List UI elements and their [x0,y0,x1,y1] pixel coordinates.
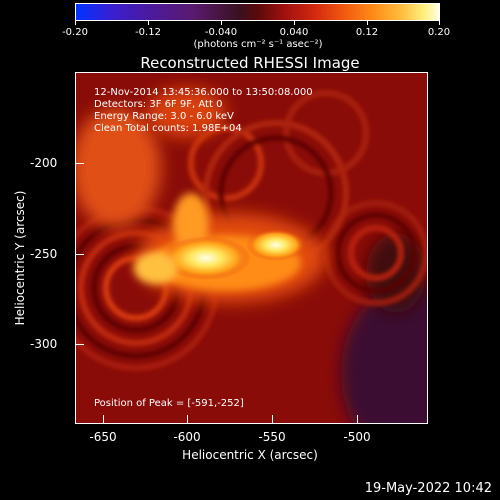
colorbar-tick [221,20,222,25]
colorbar-tick [367,20,368,25]
obs-time-text: 12-Nov-2014 13:45:36.000 to 13:50:08.000 [94,87,313,98]
colorbar-tick-label: 0.040 [279,27,309,38]
rhessi-image: 12-Nov-2014 13:45:36.000 to 13:50:08.000… [75,72,428,424]
y-tick-label: -250 [30,247,58,261]
y-tick-mark [75,254,84,255]
x-tick-mark [357,415,358,424]
colorbar [75,3,440,21]
rhessi-image-raster [76,73,427,423]
colorbar-tick-label: -0.12 [135,27,161,38]
colorbar-tick [148,20,149,25]
peak-position-text: Position of Peak = [-591,-252] [94,398,244,409]
y-tick-mark [75,344,84,345]
x-axis-label: Heliocentric X (arcsec) [182,448,318,462]
clean-counts-text: Clean Total counts: 1.98E+04 [94,123,242,134]
colorbar-units: (photons cm⁻² s⁻¹ asec⁻²) [193,39,323,50]
colorbar-tick-label: -0.040 [204,27,238,38]
x-tick-label: -600 [173,430,201,444]
x-tick-mark [103,415,104,424]
x-tick-label: -500 [343,430,371,444]
colorbar-tick [294,20,295,25]
colorbar-tick-label: -0.20 [62,27,88,38]
detectors-text: Detectors: 3F 6F 9F, Att 0 [94,99,223,110]
x-tick-label: -550 [258,430,286,444]
image-title: Reconstructed RHESSI Image [140,54,360,72]
x-tick-mark [187,415,188,424]
colorbar-tick-label: 0.12 [355,27,379,38]
colorbar-tick [439,20,440,25]
y-tick-label: -300 [30,337,58,351]
y-tick-label: -200 [30,156,58,170]
x-tick-mark [272,415,273,424]
y-tick-mark [75,163,84,164]
x-tick-label: -650 [89,430,117,444]
y-axis-label: Heliocentric Y (arcsec) [13,190,27,326]
energy-range-text: Energy Range: 3.0 - 6.0 keV [94,111,234,122]
footer-date: 19-May-2022 10:42 [364,481,492,496]
colorbar-tick-label: 0.20 [427,27,451,38]
colorbar-tick [75,20,76,25]
